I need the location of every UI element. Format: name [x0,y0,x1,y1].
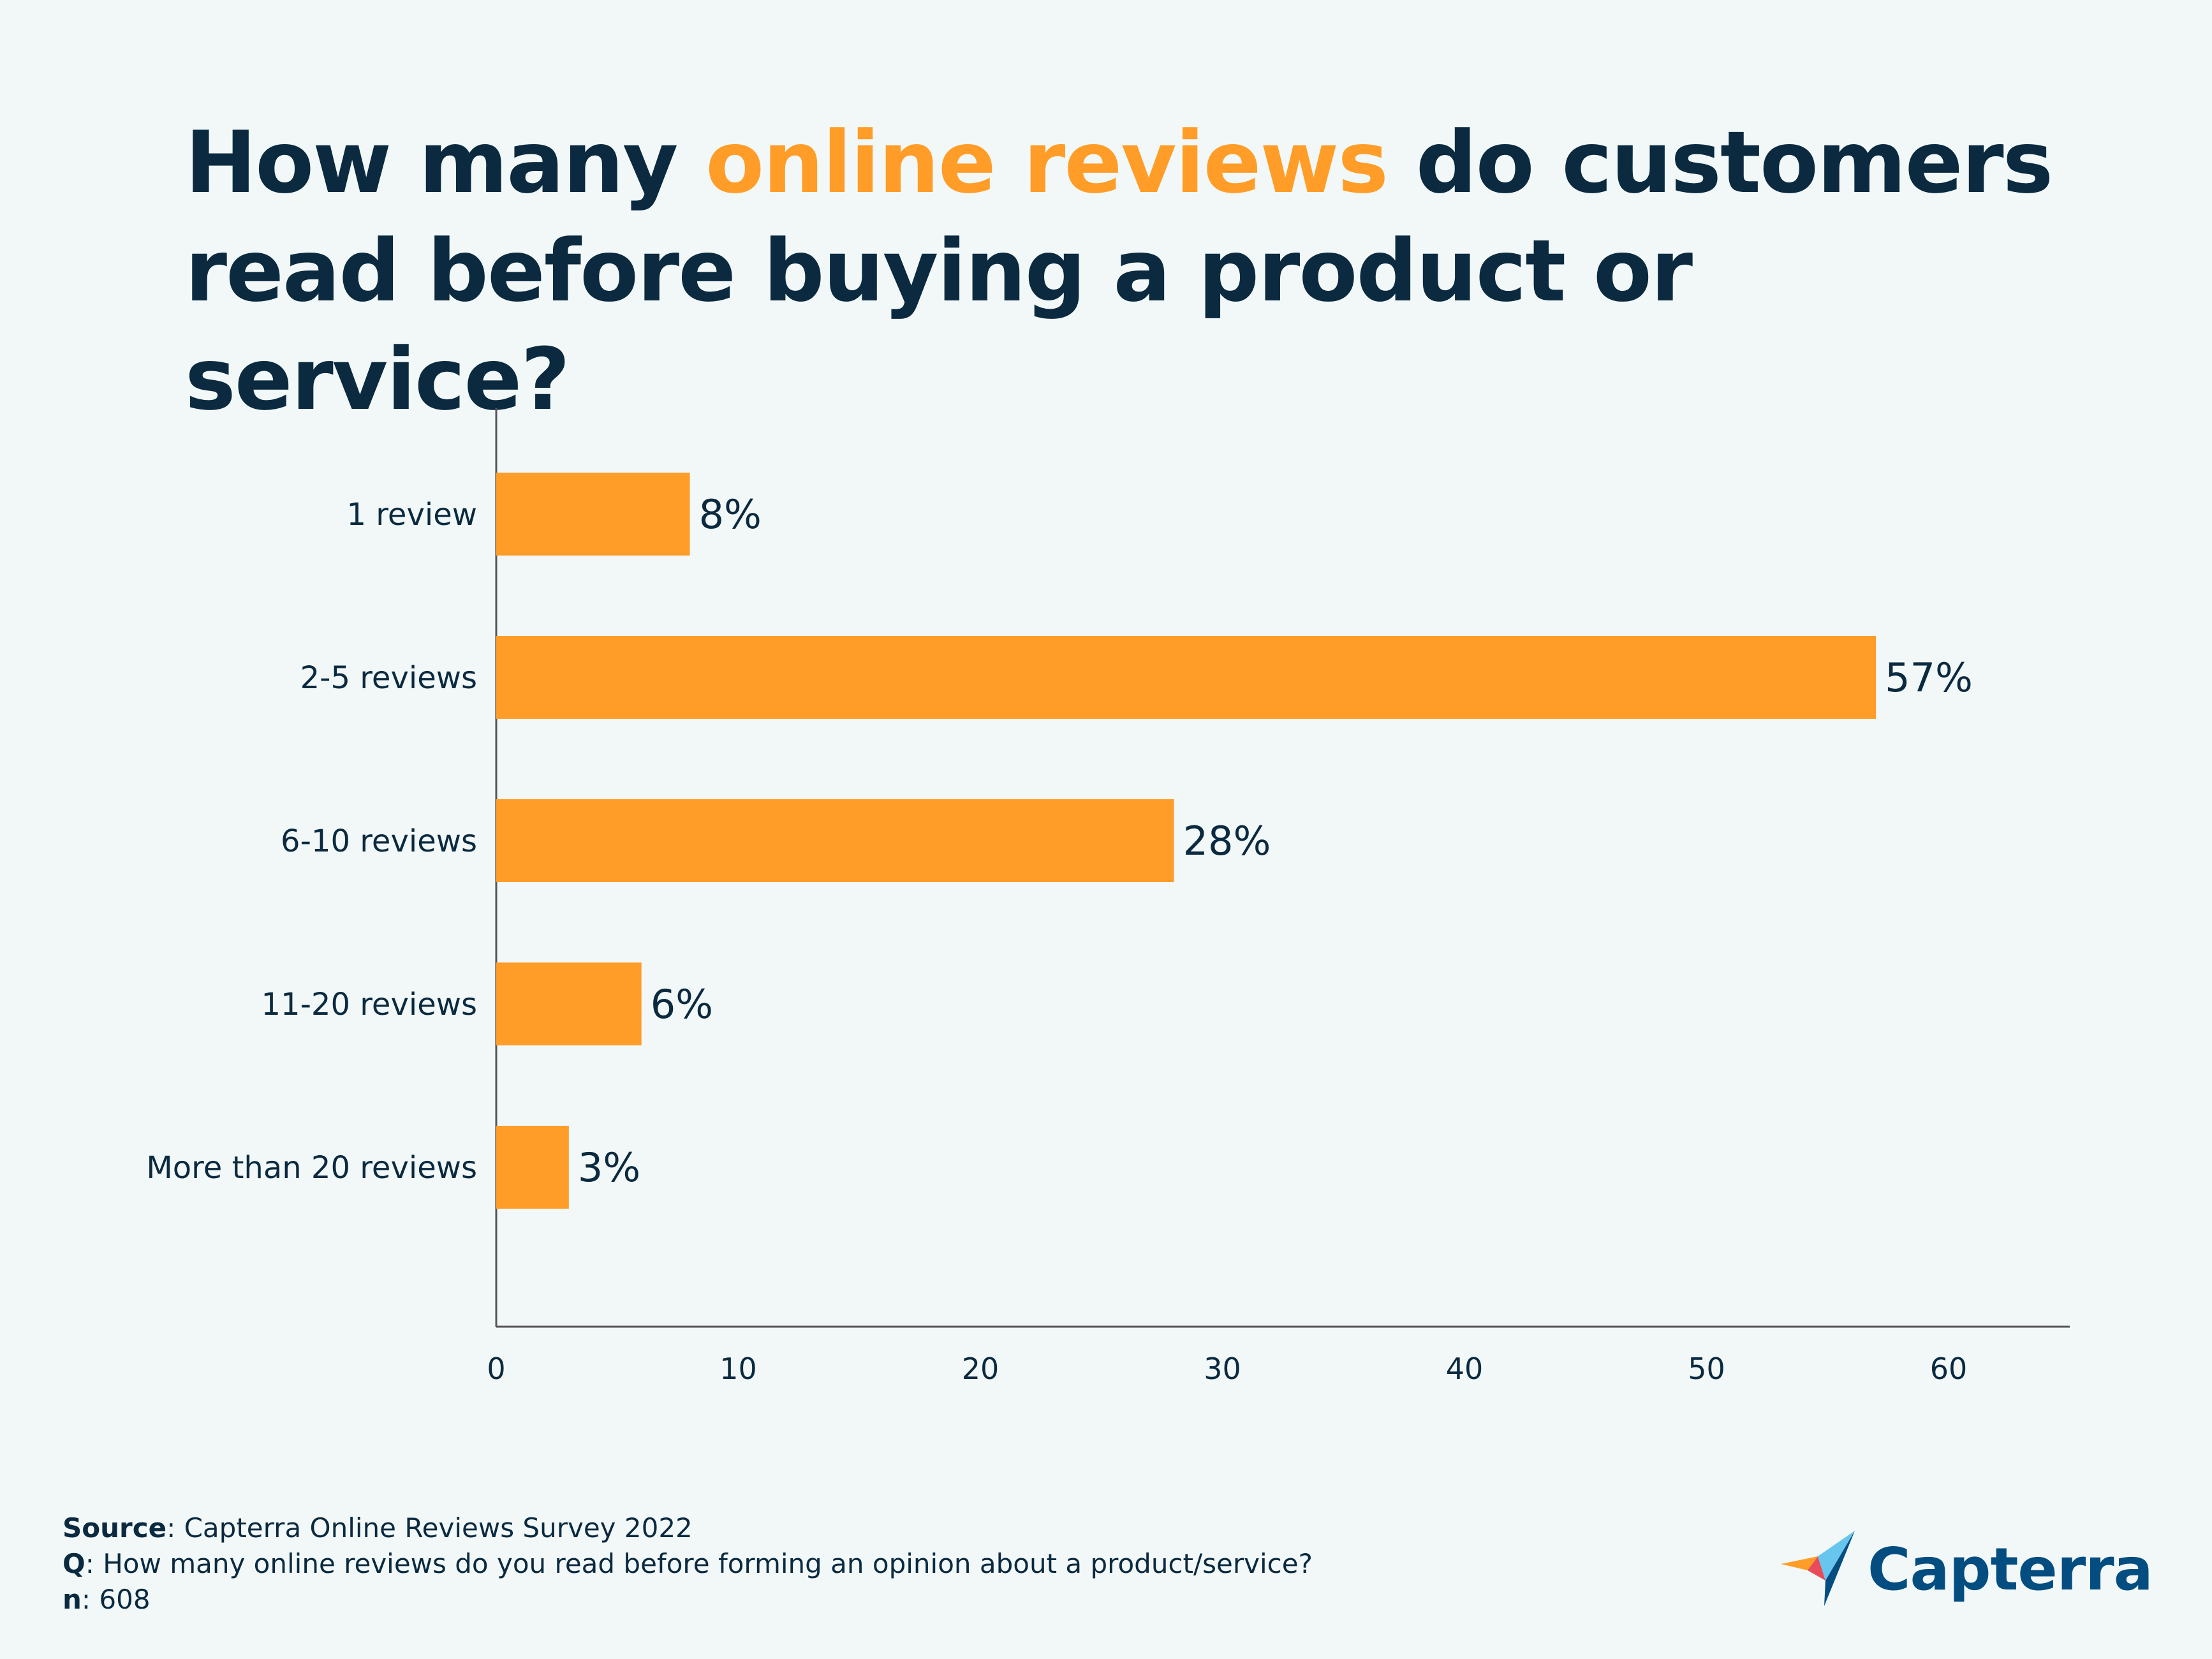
category-label: 11-20 reviews [262,987,477,1022]
x-tick-label: 0 [487,1352,505,1386]
source-line: Source: Capterra Online Reviews Survey 2… [63,1510,1313,1546]
bar [496,636,1877,719]
bar [496,962,642,1045]
category-label: 6-10 reviews [281,823,477,859]
question-label: Q [63,1548,85,1579]
x-ticks-group: 0 10 20 30 40 50 60 [487,1352,1967,1386]
bar-item: More than 20 reviews 3% [146,1126,640,1209]
chart-footer: Source: Capterra Online Reviews Survey 2… [63,1510,1313,1618]
title-part-1: How many [185,113,706,212]
x-tick-label: 30 [1204,1352,1241,1386]
value-label: 57% [1885,654,1973,701]
bar [496,799,1174,882]
bar [496,473,690,556]
category-label: 1 review [346,497,477,533]
category-label: More than 20 reviews [146,1150,477,1186]
value-label: 8% [699,491,762,538]
category-label: 2-5 reviews [300,660,477,696]
question-text: : How many online reviews do you read be… [85,1548,1313,1579]
capterra-logo: Capterra [1780,1531,2153,1607]
bars-group: 1 review 8% 2-5 reviews 57% 6-10 reviews 28% 1… [146,473,1973,1209]
x-tick-label: 20 [962,1352,999,1386]
bar-item: 2-5 reviews 57% [300,636,1973,719]
bar [496,1126,569,1209]
x-tick-label: 60 [1930,1352,1968,1386]
bar-item: 1 review 8% [346,473,762,556]
question-line: Q: How many online reviews do you read b… [63,1546,1313,1582]
source-label: Source [63,1512,167,1544]
x-tick-label: 10 [719,1352,757,1386]
source-text: : Capterra Online Reviews Survey 2022 [166,1512,693,1544]
bar-chart: 1 review 8% 2-5 reviews 57% 6-10 reviews 28% 1… [146,408,2070,1386]
bar-item: 11-20 reviews 6% [262,962,713,1045]
sample-size-line: n: 608 [63,1582,1313,1618]
capterra-logo-text: Capterra [1868,1535,2153,1604]
sample-size-text: : 608 [81,1584,151,1615]
x-tick-label: 40 [1446,1352,1484,1386]
title-part-2: do customers read before buying a produc… [185,113,2053,429]
value-label: 28% [1183,818,1271,864]
value-label: 3% [578,1144,640,1191]
value-label: 6% [651,981,713,1028]
bar-item: 6-10 reviews 28% [281,799,1271,882]
chart-title: How many online reviews do customers rea… [185,108,2098,434]
sample-size-label: n [63,1584,82,1615]
x-tick-label: 50 [1688,1352,1725,1386]
title-highlight: online reviews [705,113,1389,212]
capterra-arrow-icon [1781,1531,1855,1606]
